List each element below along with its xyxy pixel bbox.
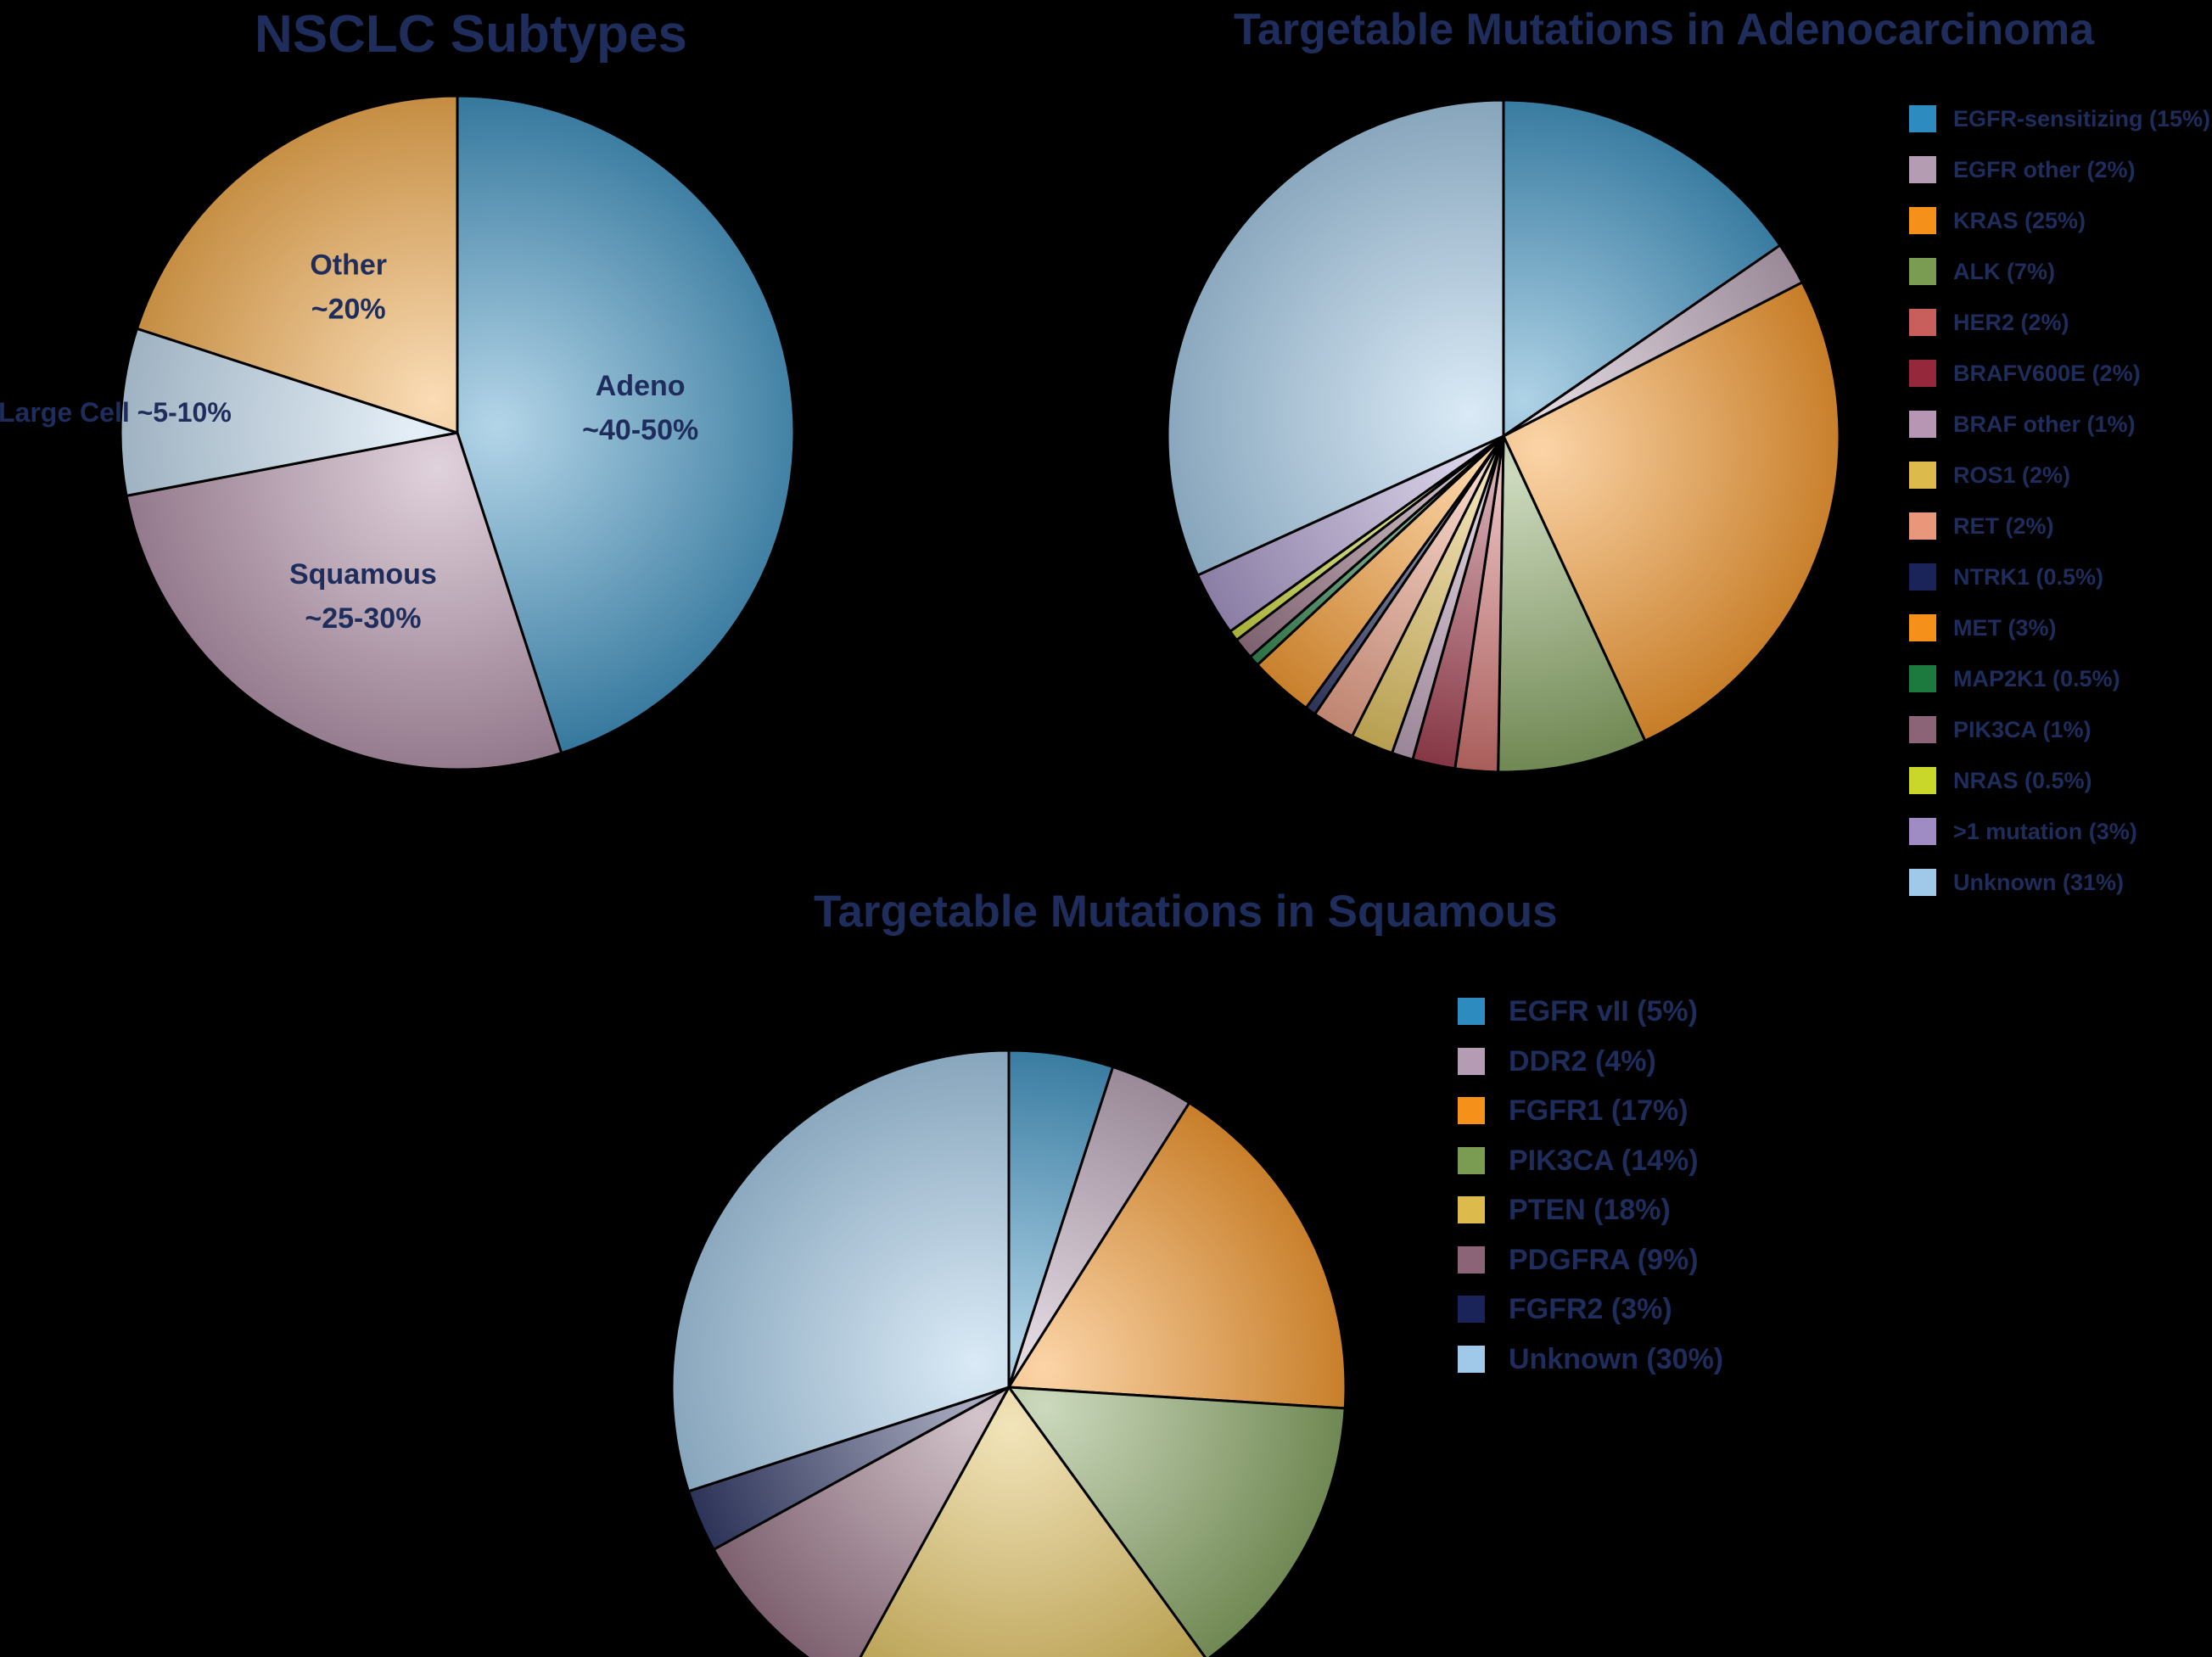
svg-text:~20%: ~20% (311, 293, 386, 325)
svg-text:~40-50%: ~40-50% (582, 414, 698, 446)
svg-text:~25-30%: ~25-30% (305, 602, 421, 635)
svg-text:Large Cell ~5-10%: Large Cell ~5-10% (0, 397, 232, 428)
svg-text:Other: Other (310, 249, 387, 281)
svg-text:Adeno: Adeno (596, 370, 686, 402)
svg-text:Squamous: Squamous (289, 558, 437, 591)
